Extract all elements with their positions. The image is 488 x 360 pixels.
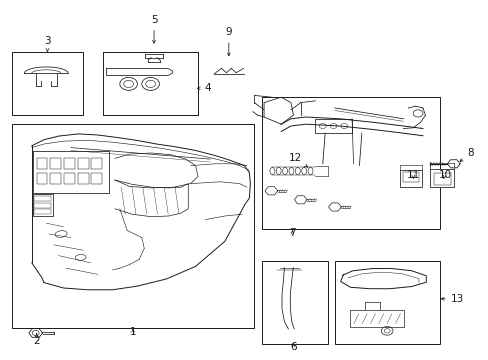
Ellipse shape [55,231,67,237]
Ellipse shape [282,167,287,175]
Text: 5: 5 [150,15,157,43]
Ellipse shape [301,167,306,175]
Ellipse shape [276,167,281,175]
Bar [37,158,47,169]
Text: 13: 13 [440,294,463,304]
Bar [433,173,450,185]
Bar [12,124,254,328]
Bar [64,158,75,169]
Ellipse shape [307,167,312,175]
Text: 7: 7 [288,228,295,238]
Bar [91,158,102,169]
Bar [33,151,109,193]
Text: 12: 12 [288,153,307,167]
Ellipse shape [295,167,300,175]
Ellipse shape [269,167,274,175]
Bar [78,173,88,184]
Bar [261,97,439,229]
Ellipse shape [288,167,293,175]
Bar [91,173,102,184]
Bar [34,196,51,201]
Text: 3: 3 [44,36,51,52]
Text: 4: 4 [197,83,211,93]
Text: 11: 11 [406,170,419,180]
Bar [12,52,83,115]
Bar [64,173,75,184]
Bar [34,203,51,208]
Text: 2: 2 [33,333,40,346]
Bar [102,52,198,115]
Bar [399,170,421,187]
Bar [429,169,453,187]
Bar [33,194,53,216]
Bar [315,119,351,133]
Bar [350,310,404,327]
Bar [50,173,61,184]
Bar [34,209,51,214]
Text: 8: 8 [459,148,473,162]
Bar [78,158,88,169]
Text: 6: 6 [289,342,296,352]
Bar [50,158,61,169]
Bar [334,261,439,344]
Bar [37,173,47,184]
Bar [261,261,327,344]
Bar [402,172,418,182]
Text: 1: 1 [129,327,136,337]
Text: 9: 9 [225,27,232,56]
Ellipse shape [75,255,86,260]
Text: 10: 10 [438,170,450,180]
